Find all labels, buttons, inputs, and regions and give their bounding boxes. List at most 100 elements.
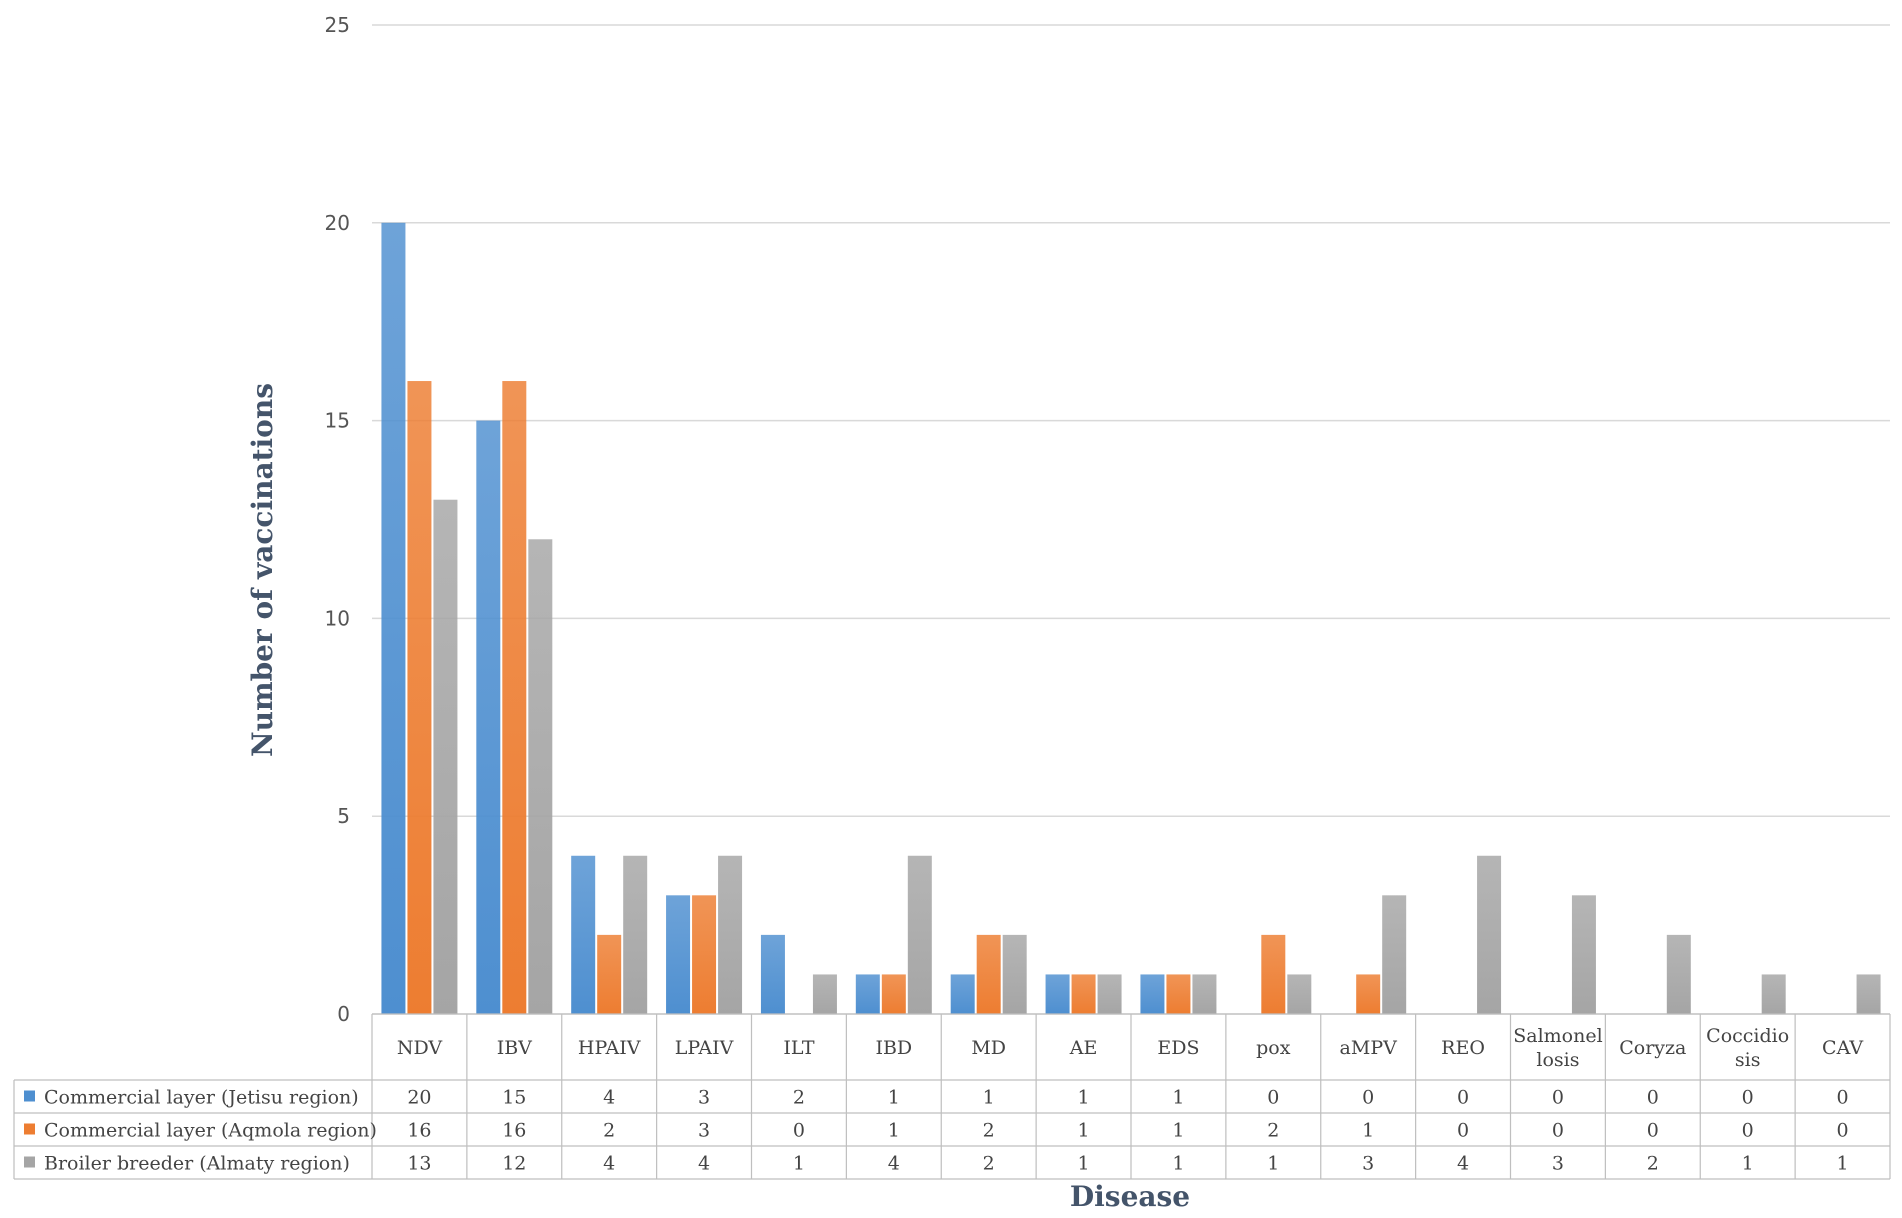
gridlines [372, 24, 1890, 1015]
category-label: Coccidio [1706, 1025, 1789, 1047]
bar [1002, 934, 1027, 1014]
bar [433, 499, 458, 1015]
data-label: 2 [983, 1153, 995, 1175]
category-label: pox [1256, 1037, 1291, 1059]
legend-swatch [24, 1156, 35, 1168]
category-label: Coryza [1619, 1037, 1686, 1059]
bar [1045, 974, 1070, 1014]
legend-entry: Commercial layer (Jetisu region) [44, 1087, 359, 1109]
bar [692, 895, 717, 1014]
data-label: 3 [1362, 1153, 1374, 1175]
category-label: AE [1069, 1037, 1098, 1059]
bar [881, 974, 906, 1014]
category-label: losis [1536, 1049, 1579, 1071]
data-label: 1 [1078, 1087, 1090, 1109]
category-label: CAV [1822, 1037, 1863, 1059]
data-label: 3 [698, 1087, 710, 1109]
category-label: LPAIV [675, 1037, 734, 1059]
bar [1356, 974, 1381, 1014]
data-label: 1 [1172, 1087, 1184, 1109]
data-label: 4 [1457, 1153, 1469, 1175]
y-tick-label: 10 [325, 606, 350, 630]
bar [1097, 974, 1122, 1014]
y-tick-label: 5 [337, 804, 350, 828]
data-label: 0 [1362, 1087, 1374, 1109]
category-label: aMPV [1340, 1037, 1398, 1059]
bar [1140, 974, 1165, 1014]
data-label: 1 [888, 1087, 900, 1109]
legend-swatch [24, 1123, 35, 1135]
data-label: 1 [983, 1087, 995, 1109]
data-label: 3 [1552, 1153, 1564, 1175]
bar [976, 934, 1001, 1014]
data-label: 1 [793, 1153, 805, 1175]
data-label: 0 [1457, 1120, 1469, 1142]
bar [1382, 895, 1407, 1014]
data-label: 20 [407, 1087, 431, 1109]
data-label: 0 [1647, 1087, 1659, 1109]
bar [528, 539, 553, 1014]
category-label: HPAIV [578, 1037, 641, 1059]
bar [597, 934, 622, 1014]
data-label: 1 [1267, 1153, 1279, 1175]
data-label: 0 [1837, 1087, 1849, 1109]
bar [1287, 974, 1312, 1014]
category-label: ILT [783, 1037, 815, 1059]
data-label: 4 [603, 1153, 615, 1175]
category-label: NDV [397, 1037, 443, 1059]
legend-entry: Commercial layer (Aqmola region) [44, 1120, 377, 1142]
data-label: 2 [1647, 1153, 1659, 1175]
bar [1071, 974, 1096, 1014]
category-label: REO [1441, 1037, 1485, 1059]
data-label: 2 [603, 1120, 615, 1142]
data-label: 2 [793, 1087, 805, 1109]
data-label: 4 [888, 1153, 900, 1175]
data-label: 1 [1837, 1153, 1849, 1175]
y-axis-ticks: 0 5 10 15 20 25 [325, 13, 350, 1026]
bar [623, 855, 648, 1014]
bar [812, 974, 837, 1014]
y-tick-label: 20 [325, 211, 350, 235]
bar [1166, 974, 1191, 1014]
data-label: 0 [1742, 1120, 1754, 1142]
data-label: 3 [698, 1120, 710, 1142]
data-label: 0 [1837, 1120, 1849, 1142]
category-label: sis [1735, 1049, 1761, 1071]
bar [1477, 855, 1502, 1014]
bar [502, 381, 527, 1014]
y-axis-title: Number of vaccinations [246, 383, 279, 757]
category-label: Salmonel [1513, 1025, 1602, 1047]
data-label: 0 [1647, 1120, 1659, 1142]
category-label: IBV [497, 1037, 532, 1059]
data-label: 0 [1267, 1087, 1279, 1109]
bar [1856, 974, 1881, 1014]
data-label: 15 [502, 1087, 526, 1109]
data-label: 1 [888, 1120, 900, 1142]
bar [407, 381, 432, 1014]
legend-swatch [24, 1090, 35, 1102]
bar [855, 974, 880, 1014]
bar [1761, 974, 1786, 1014]
data-label: 2 [983, 1120, 995, 1142]
data-label: 12 [502, 1153, 526, 1175]
data-label: 0 [793, 1120, 805, 1142]
data-label: 0 [1552, 1087, 1564, 1109]
legend-entry: Broiler breeder (Almaty region) [44, 1153, 350, 1175]
data-label: 0 [1742, 1087, 1754, 1109]
bar [950, 974, 975, 1014]
bar [476, 420, 501, 1015]
data-label: 1 [1172, 1120, 1184, 1142]
category-label: MD [971, 1037, 1006, 1059]
category-label: IBD [875, 1037, 912, 1059]
data-label: 4 [603, 1087, 615, 1109]
data-label: 1 [1362, 1120, 1374, 1142]
bar [1192, 974, 1217, 1014]
bars [381, 222, 1881, 1015]
bar [1666, 934, 1691, 1014]
data-label: 4 [698, 1153, 710, 1175]
data-table: NDV IBV HPAIV LPAIV ILT IBD MD AE EDS pox aMPV REO S… [13, 1013, 1891, 1180]
bar [1571, 895, 1596, 1014]
bar [718, 855, 743, 1014]
data-label: 2 [1267, 1120, 1279, 1142]
